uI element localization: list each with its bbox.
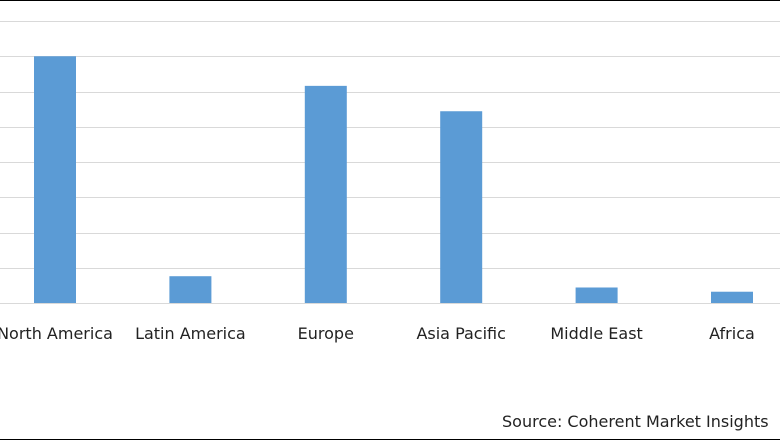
- category-label: Europe: [298, 324, 354, 343]
- bar-north-america: [34, 56, 76, 303]
- gridlines: [0, 21, 780, 304]
- bar-asia-pacific: [440, 111, 483, 304]
- category-label: North America: [0, 324, 113, 343]
- source-note: Source: Coherent Market Insights: [502, 412, 769, 431]
- bar-middle-east: [575, 287, 618, 303]
- category-label: Middle East: [550, 324, 642, 343]
- category-label: Asia Pacific: [416, 324, 505, 343]
- category-label: Africa: [709, 324, 755, 343]
- bar-latin-america: [169, 276, 212, 303]
- bar-europe: [304, 85, 347, 303]
- category-label: Latin America: [135, 324, 246, 343]
- bar-africa: [711, 291, 753, 303]
- category-labels: North America Latin America Europe Asia Pac…: [0, 324, 755, 343]
- bars-group: [34, 56, 753, 304]
